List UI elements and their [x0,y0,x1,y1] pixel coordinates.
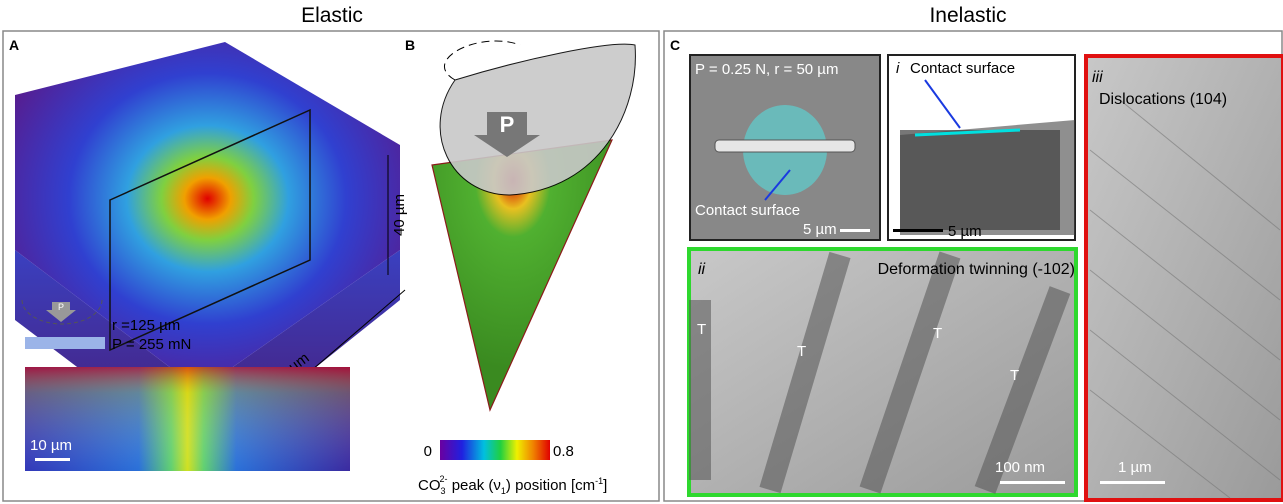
caption: P = 0.25 N, r = 50 µm [695,61,838,78]
header: Elastic [301,4,363,27]
scale-label: 5 µm [803,221,837,238]
indenter [440,44,635,195]
figure: Elastic Inelastic A 40 µm 100 µm P r =12… [0,0,1283,504]
tem-image [900,120,1075,235]
text: CO [418,477,441,494]
scale-bar [1000,481,1065,484]
annotation: Contact surface [695,202,800,219]
scale-label: 5 µm [948,223,982,240]
scale-label: 1 µm [1118,459,1152,476]
panel-label: B [405,37,415,53]
colorbar-label: 0.8 [553,443,574,460]
slice-map [25,367,350,471]
panel-b: B P 0 0.8 CO32- peak (ν1) position [cm-1… [405,37,635,496]
radius-label: r =125 µm [112,317,180,334]
panel-a: A 40 µm 100 µm P r =125 µm P = 255 mN 10… [9,37,408,471]
scale-label: 10 µm [30,437,72,454]
colorbar-label: 0 [424,443,432,460]
indenter-label: P [58,302,64,312]
text: 3 [441,486,446,496]
scale-bar [840,229,870,232]
annotation: Contact surface [910,60,1015,77]
scale-bar [1100,481,1165,484]
panel-label: C [670,37,680,53]
colorbar-title: CO32- peak (ν1) position [cm-1] [418,474,607,496]
load-bar [25,337,105,349]
text: 2- [440,474,448,484]
colorbar [440,440,550,460]
title: Dislocations (104) [1099,91,1227,108]
text: ] [603,477,607,494]
title: Deformation twinning (-102) [878,261,1075,278]
scale-label: 100 nm [995,459,1045,476]
text: -1 [595,476,603,486]
indenter-label: P [500,112,515,137]
twin-label: T [933,325,942,342]
twin-label: T [1010,367,1019,384]
panel-c: C P = 0.25 N, r = 50 µm Contact surface … [670,37,1283,500]
header: Inelastic [929,4,1006,27]
text: ) position [cm [506,477,595,494]
load-label: P = 255 mN [112,336,191,353]
panel-label: A [9,37,19,53]
scale-bar [35,458,70,461]
groove [715,140,855,152]
panel-label: ii [698,261,706,278]
twin-label: T [797,343,806,360]
text: peak (ν [448,477,501,494]
panel-label: iii [1092,69,1103,86]
scale-bar [893,229,943,232]
twin-label: T [697,321,706,338]
tem-image [1086,56,1283,500]
depth-label: 40 µm [391,194,408,236]
